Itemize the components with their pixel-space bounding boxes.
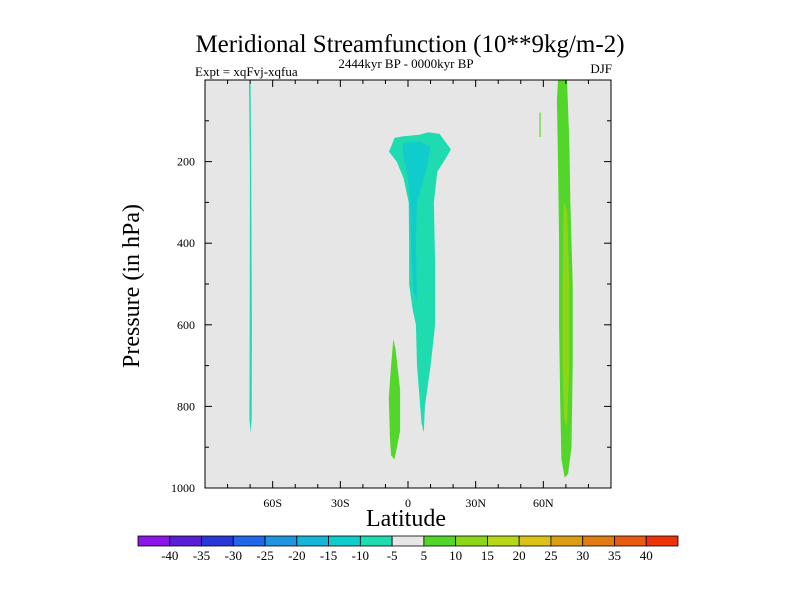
colorbar-label: -35 <box>193 548 210 563</box>
y-tick-label: 200 <box>177 155 195 169</box>
colorbar-segment <box>328 535 361 547</box>
chart-subtitle-center: 2444kyr BP - 0000kyr BP <box>338 56 473 71</box>
colorbar-segment <box>614 535 647 547</box>
colorbar-label: 20 <box>513 548 526 563</box>
x-tick-label: 30N <box>465 496 486 510</box>
axis-ticks: 60S 30S 0 30N 60N 200 400 600 800 1000 <box>171 80 612 510</box>
x-axis-label: Latitude <box>366 506 446 532</box>
colorbar-label: -20 <box>288 548 305 563</box>
colorbar-segment <box>264 535 298 547</box>
y-tick-label: 600 <box>177 318 195 332</box>
contour-region-small-positive-speck <box>539 112 541 138</box>
colorbar-label: 15 <box>481 548 494 563</box>
contour-region-northern-positive-core <box>562 202 570 427</box>
colorbar-segment <box>232 535 266 547</box>
colorbar-label: -30 <box>225 548 242 563</box>
colorbar-label: 10 <box>449 548 462 563</box>
y-tick-label: 800 <box>177 399 195 413</box>
colorbar-segment <box>359 535 393 547</box>
chart-title: Meridional Streamfunction (10**9kg/m-2) <box>195 31 624 58</box>
chart-subtitle-right: DJF <box>590 61 612 76</box>
x-tick-label: 60S <box>263 496 282 510</box>
colorbar-label: 5 <box>421 548 428 563</box>
contour-region-low-level-positive-cell <box>388 339 401 460</box>
colorbar-label: -15 <box>320 548 337 563</box>
colorbar-segment <box>455 535 488 547</box>
contour-region-tropical-negative-cell <box>388 132 451 433</box>
colorbar-label: 35 <box>608 548 621 563</box>
colorbar-segment <box>582 535 615 547</box>
colorbar-segment <box>296 535 329 547</box>
colorbar-segment <box>487 535 520 547</box>
colorbar-label: 30 <box>576 548 589 563</box>
colorbar-label: -5 <box>387 548 398 563</box>
colorbar-segment <box>137 535 171 547</box>
colorbar-segment <box>201 535 234 547</box>
colorbar-segment <box>518 535 552 547</box>
x-tick-label: 0 <box>405 496 411 510</box>
colorbar: -40 -35 -30 -25 -20 -15 -10 -5 5 10 15 20 25 30 35 40 <box>137 535 679 563</box>
colorbar-segment <box>169 535 202 547</box>
y-tick-label: 400 <box>177 236 195 250</box>
contour-region-tropical-negative-core <box>402 141 431 301</box>
y-axis-label: Pressure (in hPa) <box>119 204 145 368</box>
x-tick-label: 60N <box>533 496 554 510</box>
colorbar-segment <box>391 535 425 547</box>
x-tick-label: 30S <box>331 496 350 510</box>
colorbar-label: -25 <box>256 548 273 563</box>
colorbar-label: 40 <box>640 548 653 563</box>
colorbar-segment <box>550 535 584 547</box>
colorbar-label: 25 <box>544 548 557 563</box>
colorbar-segment <box>423 535 457 547</box>
colorbar-label: -40 <box>161 548 178 563</box>
y-tick-label: 1000 <box>171 481 195 495</box>
chart-subtitle-left: Expt = xqFvj-xqfua <box>195 64 298 79</box>
contour-region-thin-negative-filament-60S <box>249 84 252 433</box>
colorbar-label: -10 <box>352 548 369 563</box>
contour-fills <box>249 80 573 478</box>
colorbar-segment <box>645 535 679 547</box>
